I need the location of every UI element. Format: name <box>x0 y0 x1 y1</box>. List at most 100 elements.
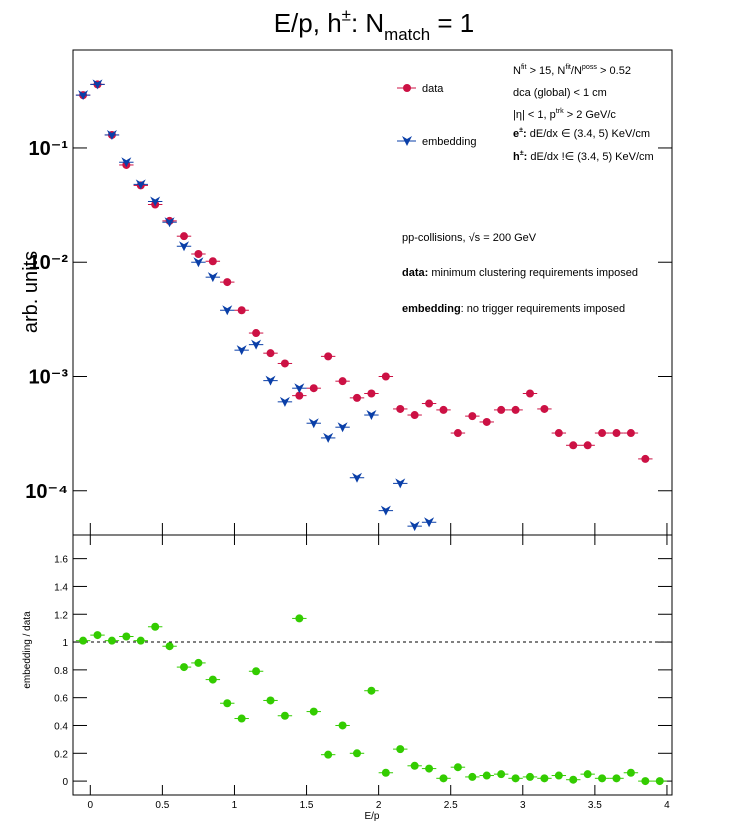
text-segment: dE/dx ∈ (3.4, 5) KeV/cm <box>527 128 650 140</box>
data-point <box>79 636 88 645</box>
y-tick-label: 0.4 <box>54 721 68 732</box>
x-tick-label: 0.5 <box>155 800 169 811</box>
text-segment: E/p, h <box>274 8 342 38</box>
data-point <box>554 429 563 438</box>
data-point <box>554 771 563 780</box>
data-point <box>367 686 376 695</box>
annotation: dca (global) < 1 cm <box>513 87 607 99</box>
data-point <box>655 777 664 786</box>
y-tick-label: 10⁻² <box>29 252 69 274</box>
text-segment: ± <box>520 149 524 157</box>
y-axis-label: embedding / data <box>22 611 33 689</box>
text-segment: data: <box>402 267 428 279</box>
text-segment: ± <box>342 5 351 24</box>
text-segment: : N <box>351 8 384 38</box>
text-segment: N <box>513 65 521 77</box>
data-point <box>540 774 549 783</box>
y-tick-label: 1.2 <box>54 610 68 621</box>
data-point <box>641 777 650 786</box>
annotation: |η| < 1, ptrk > 2 GeV/c <box>513 107 616 121</box>
data-point <box>179 241 190 252</box>
data-point <box>309 707 318 716</box>
data-point <box>106 129 117 140</box>
text-segment: pp-collisions, √s = 200 GeV <box>402 232 537 244</box>
data-point <box>525 772 534 781</box>
text-segment: : <box>523 128 527 140</box>
text-segment: : no trigger requirements imposed <box>461 303 625 315</box>
x-tick-label: 1 <box>232 800 238 811</box>
data-point <box>352 472 363 483</box>
text-segment: fit <box>565 63 571 71</box>
data-point <box>612 774 621 783</box>
x-tick-label: 4 <box>664 800 670 811</box>
text-segment: dca (global) < 1 cm <box>513 87 607 99</box>
data-point <box>453 429 462 438</box>
data-point <box>612 429 621 438</box>
y-tick-label: 1.4 <box>54 582 68 593</box>
data-point <box>280 359 289 368</box>
data-point <box>511 405 520 414</box>
data-point <box>424 517 435 528</box>
data-point <box>295 614 304 623</box>
text-segment: fit <box>521 63 527 71</box>
data-point <box>641 454 650 463</box>
data-point <box>366 410 377 421</box>
text-segment: trk <box>556 107 564 115</box>
y-tick-label: 10⁻⁴ <box>25 481 68 503</box>
data-point <box>468 412 477 421</box>
data-point <box>380 505 391 516</box>
text-segment: |η| < 1, p <box>513 109 556 121</box>
legend-marker <box>402 136 412 146</box>
data-point <box>425 764 434 773</box>
text-segment: = 1 <box>430 8 474 38</box>
data-point <box>236 345 247 356</box>
data-point <box>598 774 607 783</box>
data-point <box>122 632 131 641</box>
plot-frame <box>72 49 673 536</box>
y-tick-label: 0 <box>62 777 68 788</box>
text-segment: match <box>384 25 430 44</box>
data-point <box>338 721 347 730</box>
text-segment: e <box>513 128 519 140</box>
data-point <box>626 429 635 438</box>
annotation: embedding: no trigger requirements impos… <box>402 303 625 315</box>
text-segment: h <box>513 151 520 163</box>
chart-title: E/p, h±: Nmatch = 1 <box>274 5 475 44</box>
annotation: Nfit > 15, Nfit/Nposs > 0.52 <box>513 63 631 77</box>
legend-label: data <box>422 83 444 95</box>
data-point <box>569 775 578 784</box>
data-point <box>279 396 290 407</box>
data-point <box>194 658 203 667</box>
x-tick-label: 1.5 <box>300 800 314 811</box>
legend-label: embedding <box>422 136 476 148</box>
data-point <box>396 745 405 754</box>
data-point <box>410 761 419 770</box>
annotation: h±: dE/dx !∈ (3.4, 5) KeV/cm <box>513 149 654 163</box>
y-tick-label: 1.6 <box>54 555 68 566</box>
data-point <box>265 375 276 386</box>
data-point <box>78 90 89 101</box>
text-segment: minimum clustering requirements imposed <box>428 267 638 279</box>
data-point <box>395 478 406 489</box>
data-point <box>309 384 318 393</box>
text-segment: > 2 GeV/c <box>564 109 617 121</box>
data-point <box>540 404 549 413</box>
data-point <box>295 391 304 400</box>
x-tick-label: 2 <box>376 800 382 811</box>
data-point <box>266 349 275 358</box>
y-tick-label: 0.2 <box>54 749 68 760</box>
data-point <box>396 404 405 413</box>
data-point <box>252 329 261 338</box>
data-point <box>353 749 362 758</box>
data-point <box>569 441 578 450</box>
text-segment: > 0.52 <box>597 65 631 77</box>
data-point <box>337 422 348 433</box>
data-point <box>381 768 390 777</box>
data-point <box>207 272 218 283</box>
y-tick-label: 10⁻³ <box>29 366 69 388</box>
data-point <box>324 352 333 361</box>
data-point <box>223 278 232 287</box>
data-point <box>237 714 246 723</box>
annotation: data: minimum clustering requirements im… <box>402 267 638 279</box>
data-point <box>525 389 534 398</box>
